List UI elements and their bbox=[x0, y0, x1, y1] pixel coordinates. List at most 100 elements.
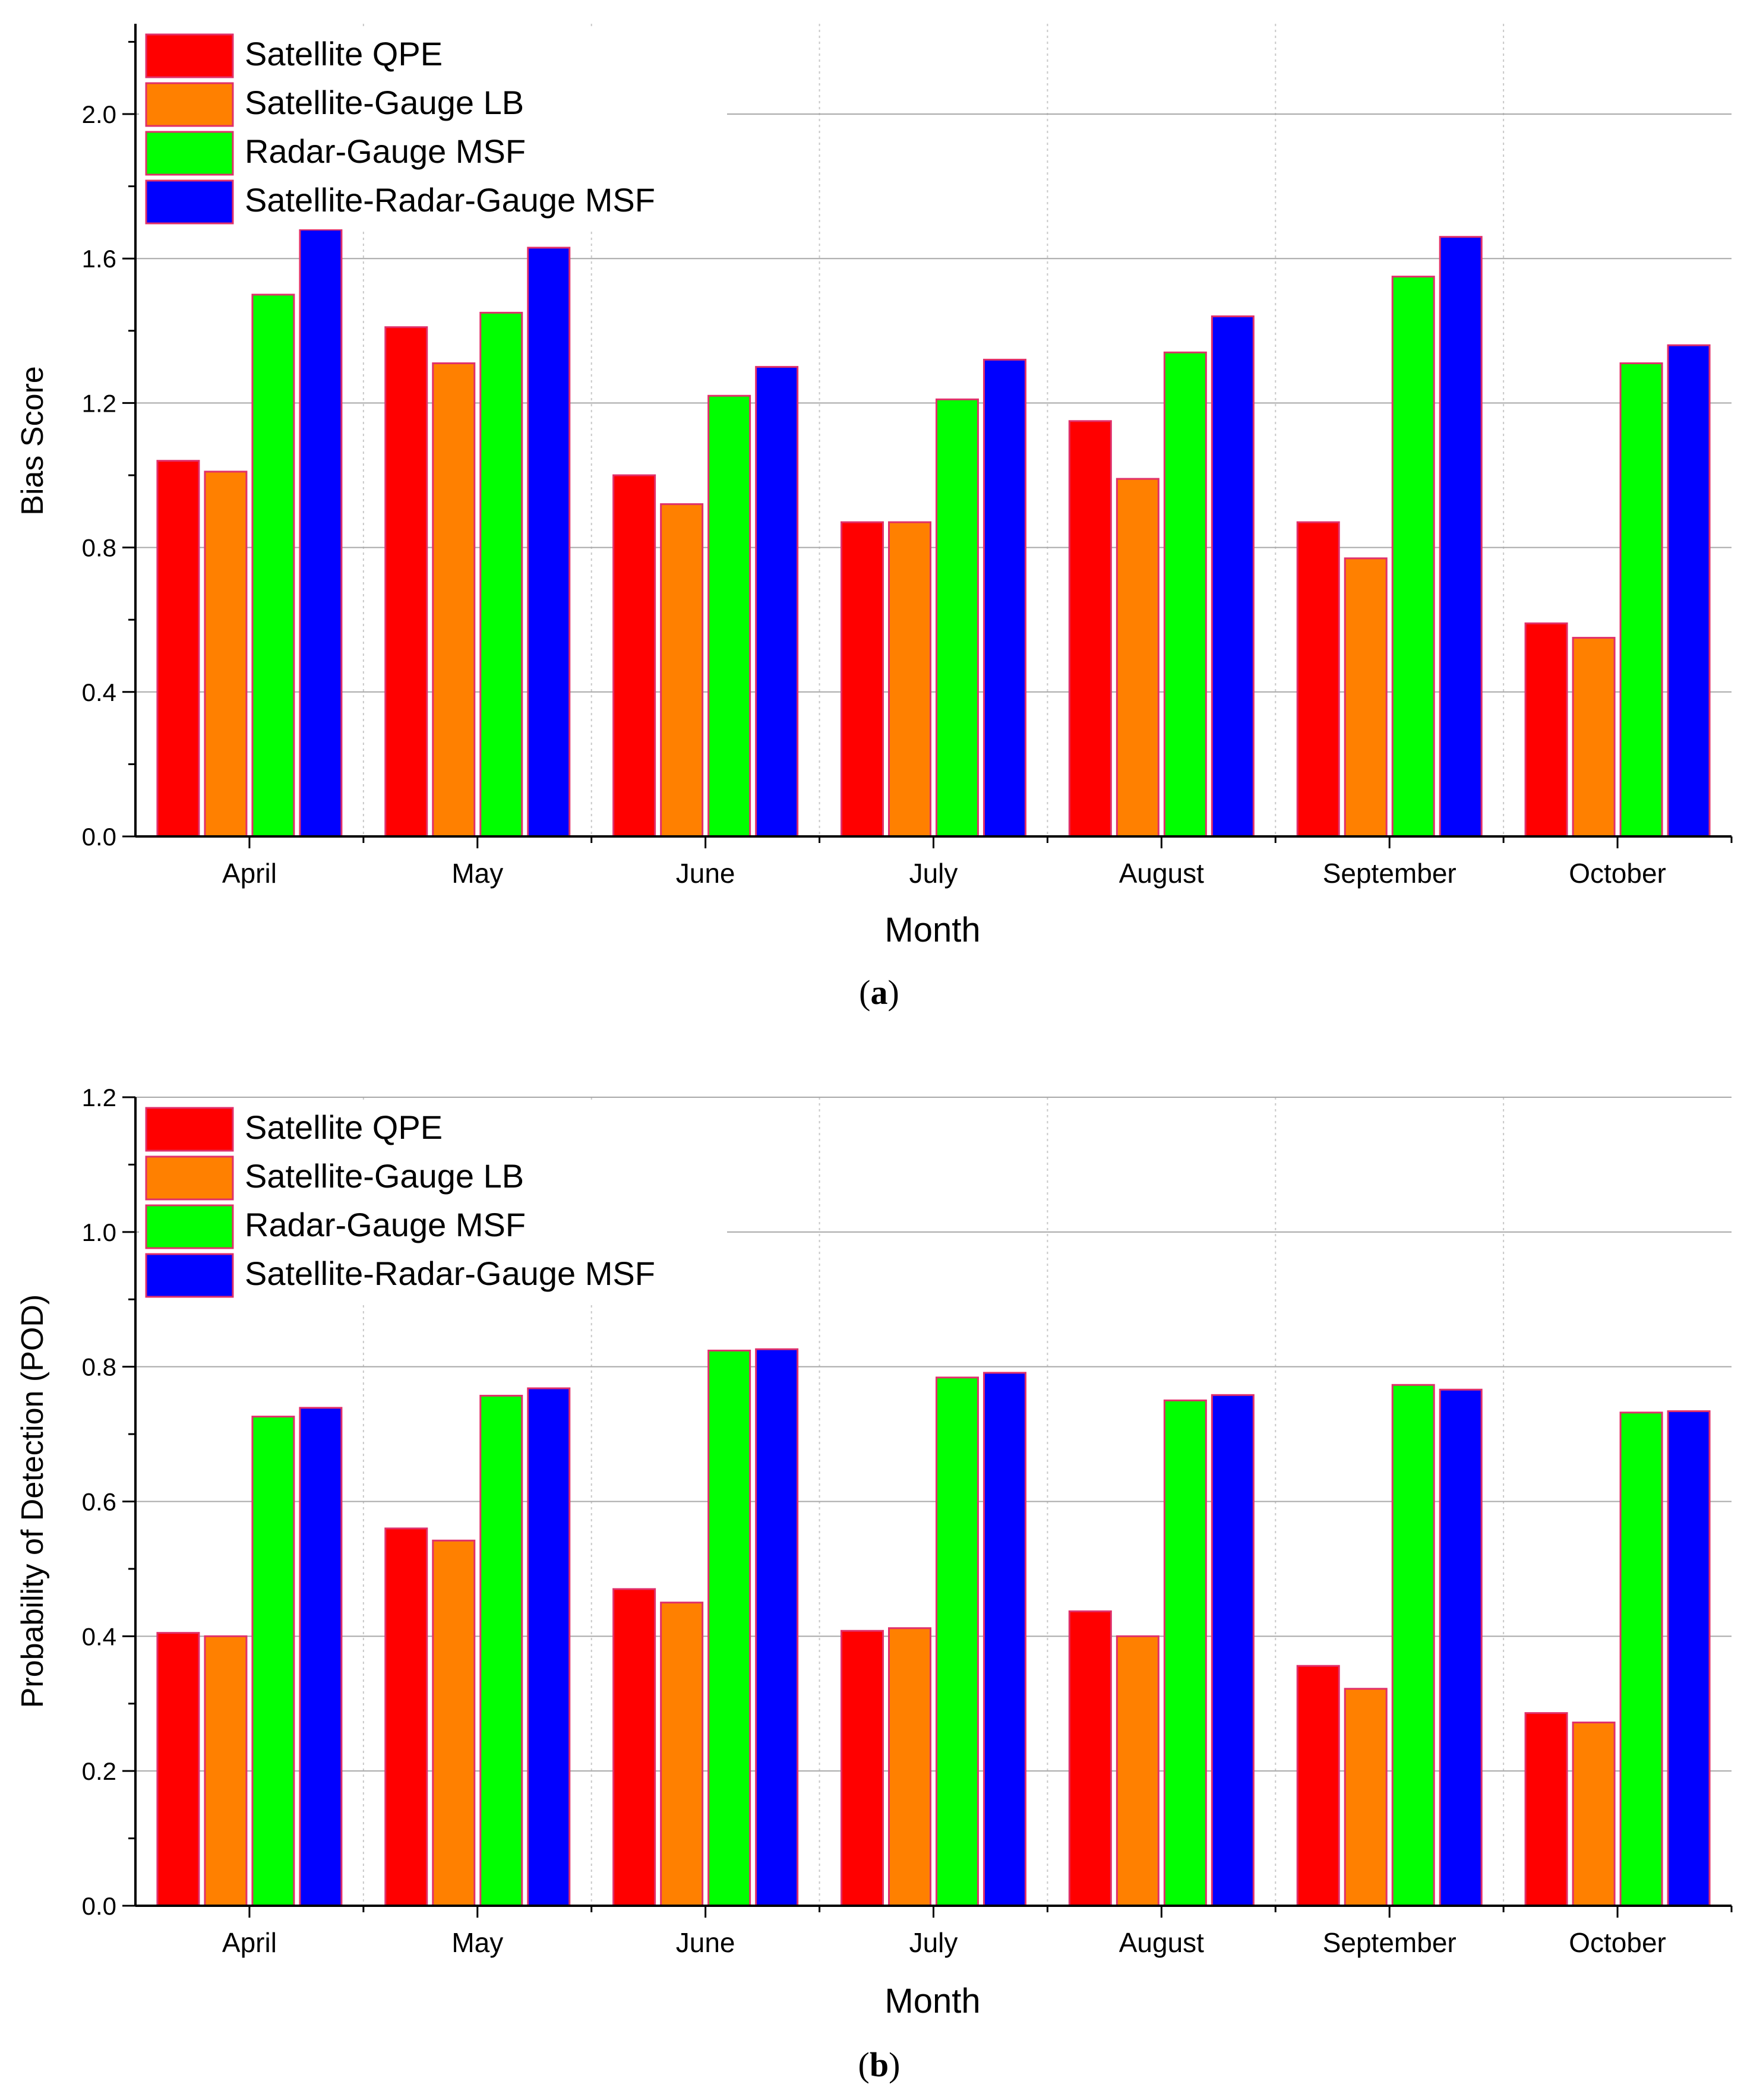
bar-radar-gauge-msf-august bbox=[1163, 351, 1207, 838]
x-tick-label: June bbox=[676, 858, 735, 889]
bar-satellite-radar-gauge-msf-august bbox=[1211, 315, 1255, 838]
x-axis-label: Month bbox=[884, 911, 980, 949]
legend-swatch bbox=[145, 1155, 234, 1201]
bar-radar-gauge-msf-october bbox=[1619, 362, 1663, 838]
y-tick-label: 1.2 bbox=[82, 1084, 116, 1111]
x-tick-label: May bbox=[451, 858, 503, 889]
legend-swatch bbox=[145, 131, 234, 176]
bar-radar-gauge-msf-july bbox=[936, 1376, 979, 1907]
bar-satellite-radar-gauge-msf-july bbox=[983, 1372, 1026, 1907]
bar-satellite-radar-gauge-msf-october bbox=[1667, 344, 1711, 838]
x-tick-label: August bbox=[1119, 1927, 1204, 1958]
bar-radar-gauge-msf-may bbox=[479, 1394, 523, 1907]
bar-satellite-qpe-june bbox=[612, 474, 656, 838]
x-tick-label: August bbox=[1119, 858, 1204, 889]
bar-satellite-qpe-september bbox=[1296, 521, 1340, 838]
x-tick-label: April bbox=[222, 1927, 277, 1958]
bar-satellite-gauge-lb-august bbox=[1116, 1635, 1159, 1907]
bar-satellite-qpe-september bbox=[1296, 1665, 1340, 1907]
bar-satellite-radar-gauge-msf-september bbox=[1439, 236, 1483, 838]
legend-swatch bbox=[145, 179, 234, 225]
bar-radar-gauge-msf-august bbox=[1163, 1399, 1207, 1907]
legend-label: Radar-Gauge MSF bbox=[245, 1206, 526, 1243]
y-tick-label: 0.4 bbox=[82, 678, 116, 706]
x-tick-label: September bbox=[1323, 858, 1456, 889]
bar-satellite-gauge-lb-july bbox=[888, 521, 931, 838]
y-axis-label: Probability of Detection (POD) bbox=[15, 1294, 50, 1709]
x-tick-label: September bbox=[1323, 1927, 1456, 1958]
bar-satellite-qpe-july bbox=[841, 1630, 884, 1907]
bar-satellite-qpe-may bbox=[384, 1527, 428, 1907]
bar-satellite-qpe-october bbox=[1524, 622, 1568, 838]
bar-satellite-gauge-lb-april bbox=[204, 470, 248, 838]
bar-satellite-radar-gauge-msf-june bbox=[755, 1348, 799, 1907]
bar-satellite-radar-gauge-msf-september bbox=[1439, 1388, 1483, 1907]
bar-satellite-gauge-lb-may bbox=[432, 362, 476, 838]
legend-label: Radar-Gauge MSF bbox=[245, 132, 526, 170]
bar-radar-gauge-msf-april bbox=[251, 1416, 295, 1907]
bar-radar-gauge-msf-july bbox=[936, 398, 979, 838]
bar-satellite-radar-gauge-msf-may bbox=[527, 1387, 571, 1907]
legend-background bbox=[139, 27, 727, 229]
legend-label: Satellite-Radar-Gauge MSF bbox=[245, 1255, 655, 1292]
bar-satellite-gauge-lb-september bbox=[1344, 1688, 1388, 1907]
caption-a: (a) bbox=[859, 973, 899, 1012]
bar-satellite-qpe-august bbox=[1068, 1610, 1112, 1907]
legend-swatch bbox=[145, 1204, 234, 1249]
x-tick-label: October bbox=[1569, 1927, 1666, 1958]
caption-b: (b) bbox=[858, 2045, 901, 2084]
x-tick-label: June bbox=[676, 1927, 735, 1958]
bar-satellite-qpe-april bbox=[156, 1632, 200, 1907]
y-tick-label: 0.2 bbox=[82, 1757, 116, 1785]
bar-satellite-qpe-april bbox=[156, 460, 200, 838]
y-tick-label: 0.0 bbox=[82, 823, 116, 851]
legend-swatch bbox=[145, 1107, 234, 1152]
x-tick-label: July bbox=[909, 858, 958, 889]
legend-swatch bbox=[145, 82, 234, 127]
bar-satellite-gauge-lb-june bbox=[660, 1602, 704, 1907]
bar-satellite-qpe-june bbox=[612, 1588, 656, 1907]
bar-satellite-qpe-october bbox=[1524, 1712, 1568, 1907]
bar-satellite-gauge-lb-october bbox=[1572, 637, 1616, 838]
y-tick-label: 2.0 bbox=[82, 100, 116, 128]
bar-satellite-gauge-lb-july bbox=[888, 1627, 931, 1907]
legend-label: Satellite QPE bbox=[245, 35, 443, 72]
bar-radar-gauge-msf-october bbox=[1619, 1411, 1663, 1907]
bar-satellite-radar-gauge-msf-july bbox=[983, 358, 1026, 838]
legend-swatch bbox=[145, 1253, 234, 1298]
x-axis-label: Month bbox=[884, 1982, 980, 2020]
x-tick-label: July bbox=[909, 1927, 958, 1958]
bar-satellite-gauge-lb-august bbox=[1116, 478, 1159, 838]
bar-satellite-qpe-july bbox=[841, 521, 884, 838]
bar-radar-gauge-msf-september bbox=[1391, 1384, 1435, 1907]
bar-satellite-gauge-lb-october bbox=[1572, 1722, 1616, 1907]
bar-satellite-qpe-august bbox=[1068, 420, 1112, 838]
bar-radar-gauge-msf-june bbox=[707, 1349, 751, 1907]
bar-satellite-radar-gauge-msf-october bbox=[1667, 1410, 1711, 1907]
bar-radar-gauge-msf-june bbox=[707, 394, 751, 838]
y-tick-label: 1.6 bbox=[82, 245, 116, 273]
y-tick-label: 0.6 bbox=[82, 1488, 116, 1516]
bar-satellite-radar-gauge-msf-april bbox=[299, 1407, 343, 1907]
legend-label: Satellite-Gauge LB bbox=[245, 1157, 524, 1195]
bar-satellite-radar-gauge-msf-may bbox=[527, 247, 571, 838]
y-tick-label: 0.8 bbox=[82, 1353, 116, 1381]
bar-satellite-gauge-lb-september bbox=[1344, 557, 1388, 838]
y-tick-label: 1.2 bbox=[82, 389, 116, 417]
y-tick-label: 0.0 bbox=[82, 1892, 116, 1920]
x-tick-label: May bbox=[451, 1927, 503, 1958]
bar-satellite-radar-gauge-msf-june bbox=[755, 366, 799, 838]
y-tick-label: 0.4 bbox=[82, 1622, 116, 1650]
legend-background bbox=[139, 1101, 727, 1303]
bar-radar-gauge-msf-april bbox=[251, 293, 295, 838]
bar-satellite-gauge-lb-april bbox=[204, 1635, 248, 1907]
legend-label: Satellite-Gauge LB bbox=[245, 84, 524, 121]
legend-label: Satellite QPE bbox=[245, 1109, 443, 1146]
chart-panel-a: Bias Score Month (a) 0.0 0.4 0.8 1.2 1.6 2.0 A… bbox=[15, 24, 1733, 1012]
bar-satellite-gauge-lb-may bbox=[432, 1539, 476, 1907]
bar-satellite-gauge-lb-june bbox=[660, 503, 704, 838]
bar-radar-gauge-msf-september bbox=[1391, 276, 1435, 838]
y-axis-label: Bias Score bbox=[15, 366, 50, 515]
bar-satellite-radar-gauge-msf-august bbox=[1211, 1394, 1255, 1907]
